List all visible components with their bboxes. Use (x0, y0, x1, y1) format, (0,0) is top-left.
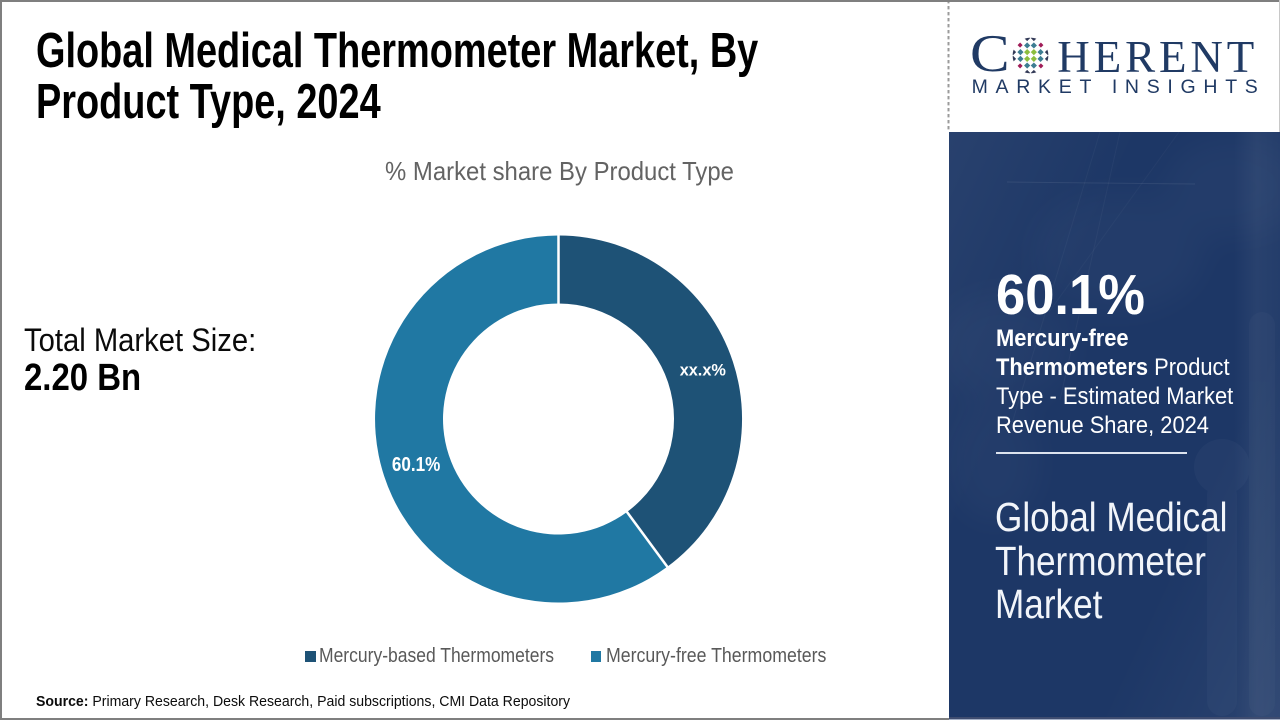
svg-text:60.1%: 60.1% (392, 454, 441, 476)
svg-text:xx.x%: xx.x% (680, 361, 726, 380)
